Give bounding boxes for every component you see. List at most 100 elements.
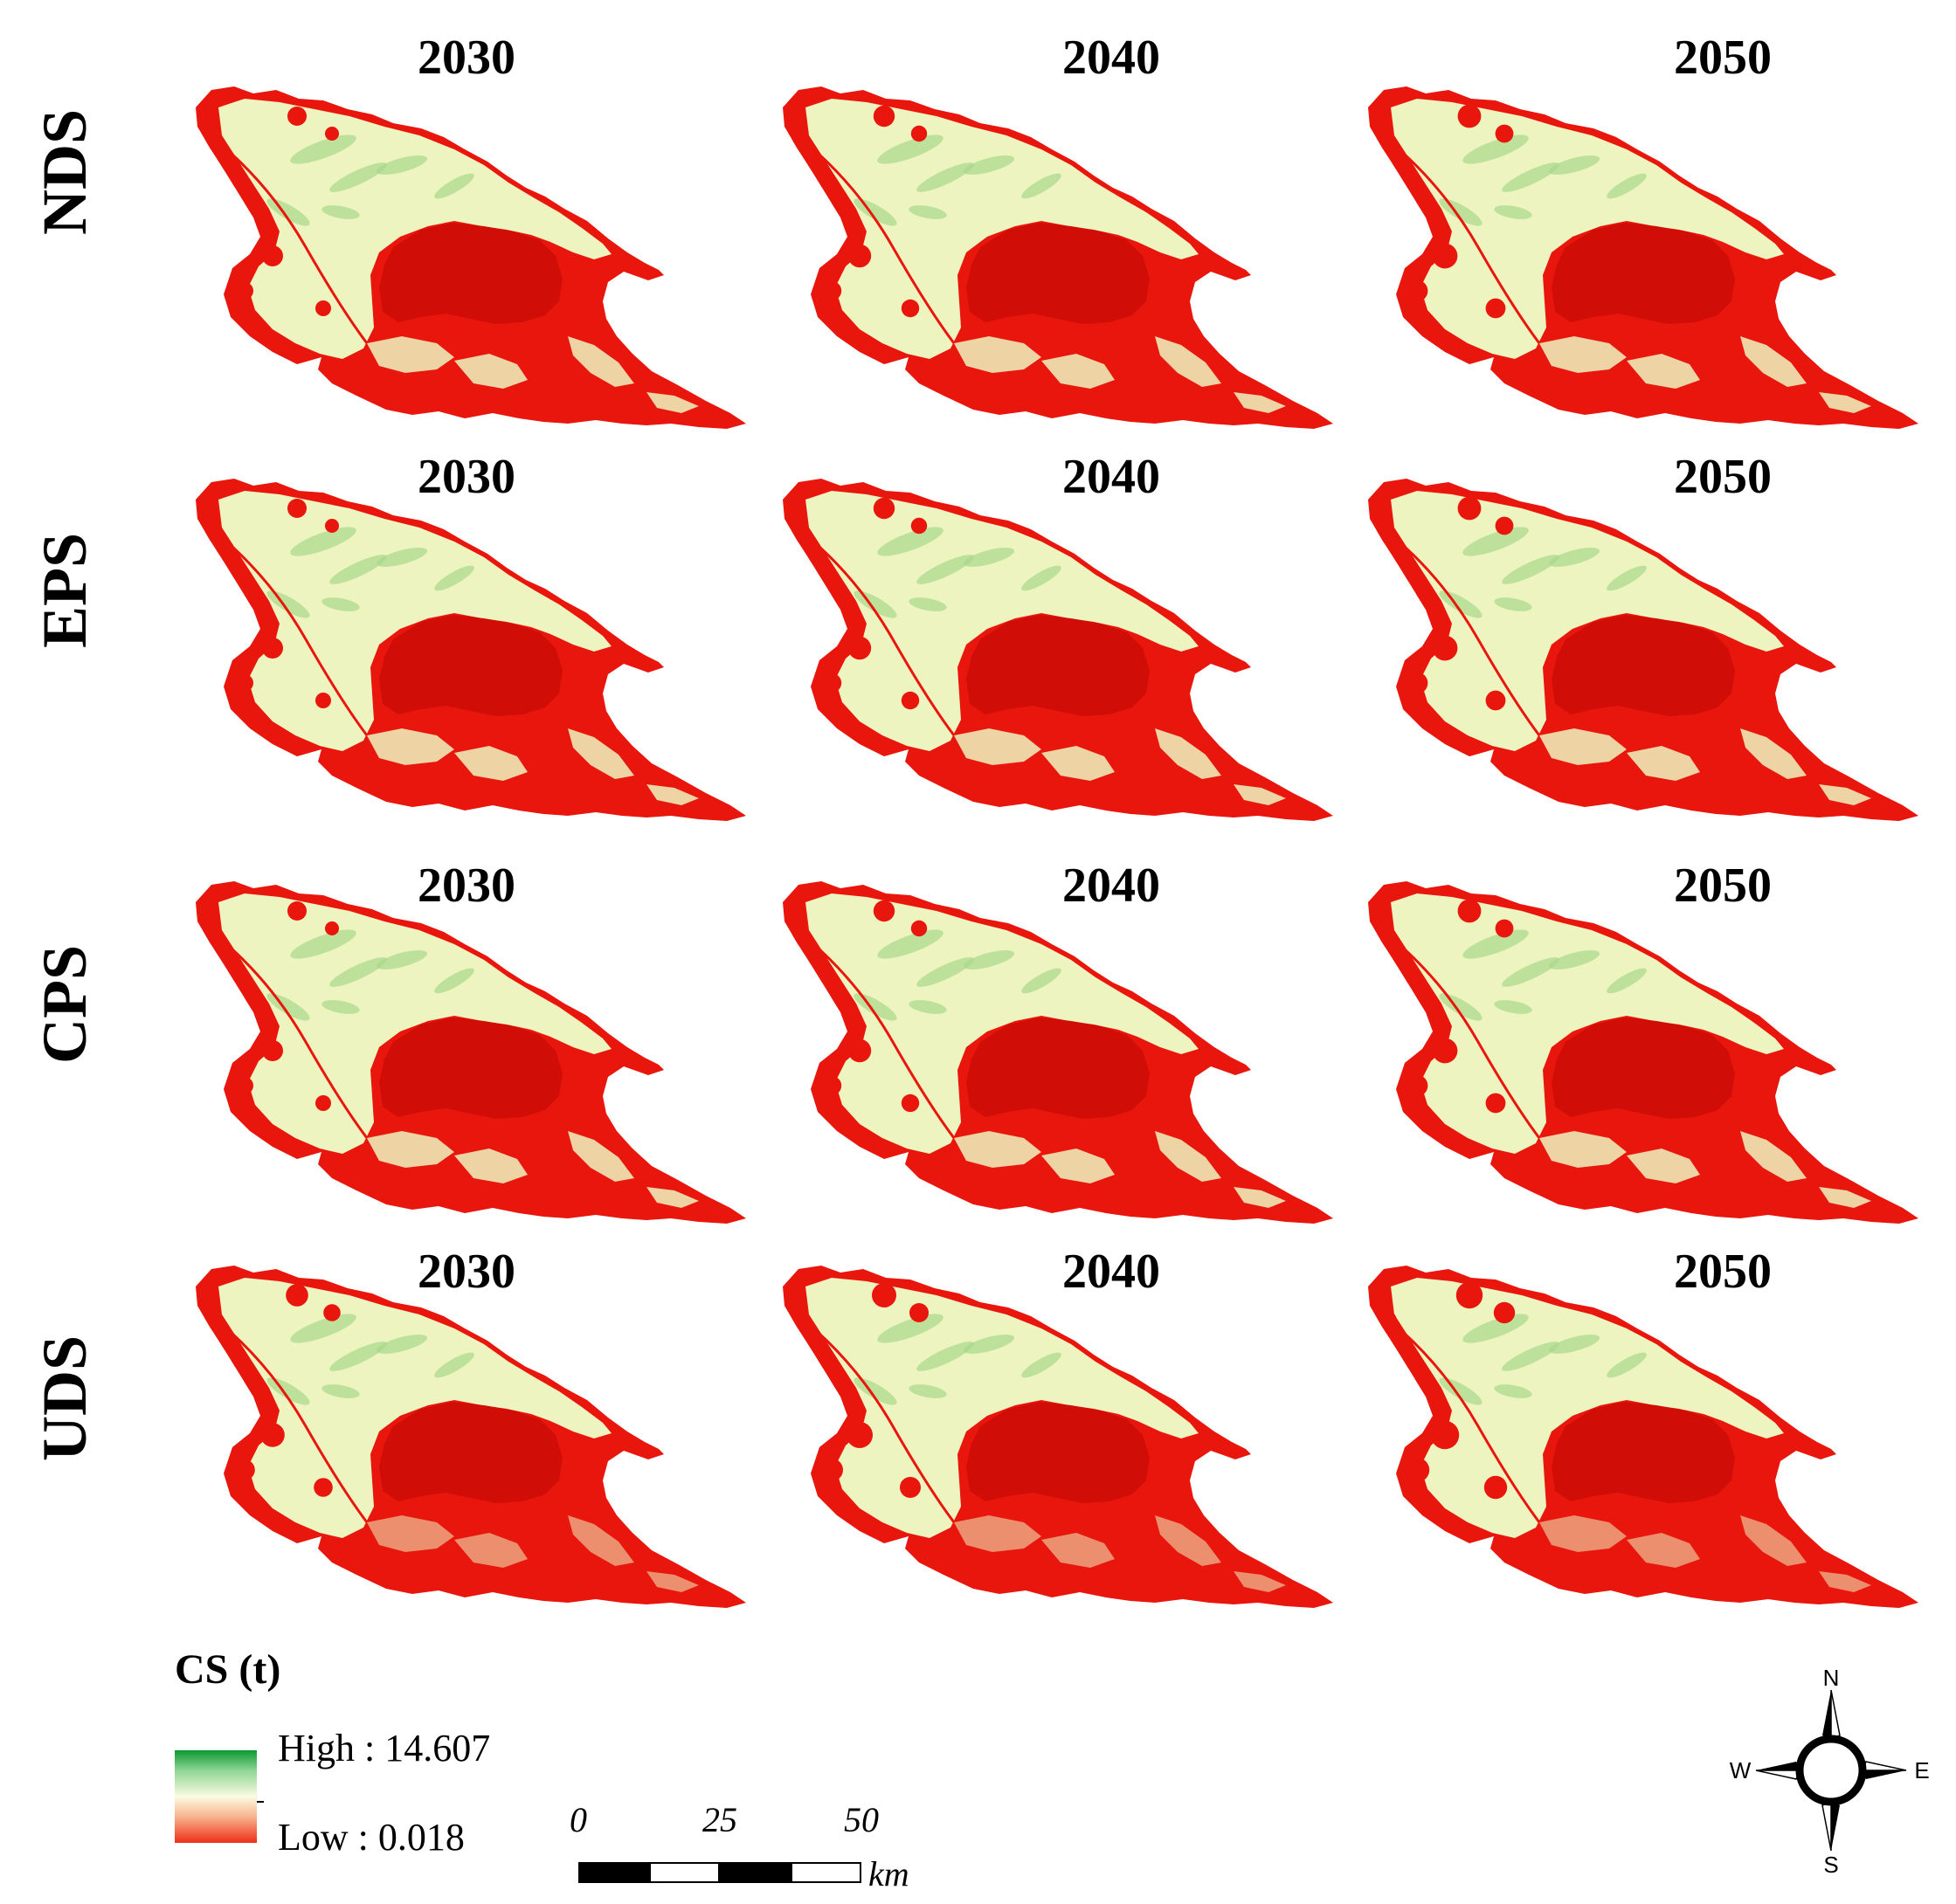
southern-vegetation-patch <box>1740 1515 1807 1566</box>
low-carbon-patch <box>262 1040 283 1061</box>
low-carbon-patch <box>1495 124 1514 143</box>
urban-core <box>966 223 1150 324</box>
low-carbon-patch <box>901 691 920 710</box>
southern-vegetation-patch <box>954 336 1041 373</box>
low-carbon-patch <box>325 921 339 935</box>
vegetation-patch <box>434 968 474 994</box>
vegetation-patch <box>909 597 947 611</box>
low-carbon-patch <box>1153 1084 1174 1105</box>
low-carbon-patch <box>215 165 239 190</box>
low-carbon-patch <box>1483 1475 1508 1500</box>
vegetation-patch <box>376 155 428 175</box>
vegetation-patch <box>1462 929 1529 959</box>
high-carbon-region <box>805 99 1199 359</box>
low-carbon-patch <box>568 291 585 308</box>
low-carbon-patch <box>1406 672 1428 694</box>
vegetation-patch <box>290 527 356 556</box>
low-carbon-patch <box>323 1304 341 1321</box>
low-carbon-patch <box>234 596 252 613</box>
southern-vegetation-patch <box>1740 1131 1807 1182</box>
low-carbon-patch <box>1402 1378 1428 1404</box>
river-line <box>1390 533 1541 736</box>
low-carbon-patch <box>1686 725 1707 746</box>
low-carbon-patch <box>315 693 331 708</box>
river-line <box>1390 141 1541 344</box>
vegetation-patch <box>963 950 1015 969</box>
river-line <box>1390 1320 1541 1523</box>
low-carbon-patch <box>873 497 895 520</box>
southern-vegetation-patch <box>1539 728 1627 765</box>
low-carbon-patch <box>910 125 928 142</box>
low-carbon-patch <box>262 638 283 659</box>
low-carbon-patch <box>205 135 221 150</box>
low-carbon-patch <box>800 163 828 191</box>
vegetation-patch <box>963 155 1015 175</box>
southern-vegetation-patch <box>367 336 454 373</box>
row-label-nds: NDS <box>30 108 100 236</box>
low-carbon-patch <box>516 335 532 351</box>
vegetation-patch <box>1548 548 1600 567</box>
high-carbon-region <box>1391 1278 1784 1538</box>
low-carbon-patch <box>1432 243 1458 269</box>
map-panel-eps-2030 <box>196 479 746 821</box>
southern-vegetation-patch <box>367 728 454 765</box>
vegetation-patch <box>1021 1352 1061 1378</box>
low-carbon-patch <box>314 1478 333 1497</box>
high-carbon-region <box>218 893 612 1154</box>
southern-vegetation-patch <box>954 1131 1041 1168</box>
vegetation-patch <box>909 205 947 219</box>
vegetation-patch <box>434 173 474 199</box>
southern-vegetation-patch <box>454 354 528 389</box>
low-carbon-patch <box>900 1477 921 1498</box>
scale-bar: 0 25 50 km <box>570 1799 1207 1904</box>
year-label: 2050 <box>1674 859 1772 913</box>
vegetation-patch <box>1494 597 1532 611</box>
vegetation-patch <box>290 929 356 959</box>
map-panel-cps-2030 <box>196 881 746 1224</box>
map-panel-eps-2040 <box>783 479 1333 821</box>
vegetation-patch <box>329 162 387 192</box>
low-carbon-patch <box>1485 690 1506 711</box>
urban-core <box>1552 223 1735 324</box>
vegetation-patch <box>376 950 428 969</box>
vegetation-patch <box>1502 162 1559 192</box>
southern-vegetation-patch <box>1234 392 1286 413</box>
low-carbon-patch <box>287 499 307 518</box>
urban-core <box>379 1402 563 1503</box>
southern-vegetation-patch <box>367 1515 454 1552</box>
year-label: 2030 <box>418 1245 515 1299</box>
vegetation-patch <box>1607 1352 1647 1378</box>
low-carbon-patch <box>1404 593 1427 616</box>
low-carbon-patch <box>910 517 928 535</box>
vegetation-patch <box>909 1384 947 1398</box>
southern-vegetation-patch <box>954 728 1041 765</box>
compass-s-label: S <box>1823 1852 1838 1878</box>
year-label: 2040 <box>1062 1245 1160 1299</box>
legend-title: CS (t) <box>175 1646 281 1693</box>
year-label: 2030 <box>418 450 515 504</box>
low-carbon-patch <box>1102 726 1121 745</box>
vegetation-patch <box>1502 957 1559 987</box>
southern-vegetation-patch <box>1539 336 1627 373</box>
low-carbon-patch <box>821 673 842 693</box>
southern-vegetation-patch <box>954 1515 1041 1552</box>
compass-w-label: W <box>1730 1757 1752 1783</box>
compass-n-label: N <box>1823 1665 1840 1691</box>
low-carbon-patch <box>1383 1340 1416 1373</box>
vegetation-patch <box>321 1000 360 1014</box>
low-carbon-patch <box>236 674 253 692</box>
vegetation-patch <box>877 929 943 959</box>
river-line <box>218 533 369 736</box>
low-carbon-patch <box>1406 279 1428 302</box>
scale-tick-50: 50 <box>844 1800 879 1839</box>
vegetation-patch <box>329 555 387 584</box>
low-carbon-patch <box>1385 162 1414 192</box>
low-carbon-patch <box>1102 1128 1121 1148</box>
low-carbon-patch <box>1457 899 1482 923</box>
high-carbon-region <box>1391 893 1784 1154</box>
year-label: 2030 <box>418 859 515 913</box>
legend-tick <box>257 1801 264 1803</box>
urban-core <box>379 615 563 716</box>
low-carbon-patch <box>568 1086 585 1103</box>
